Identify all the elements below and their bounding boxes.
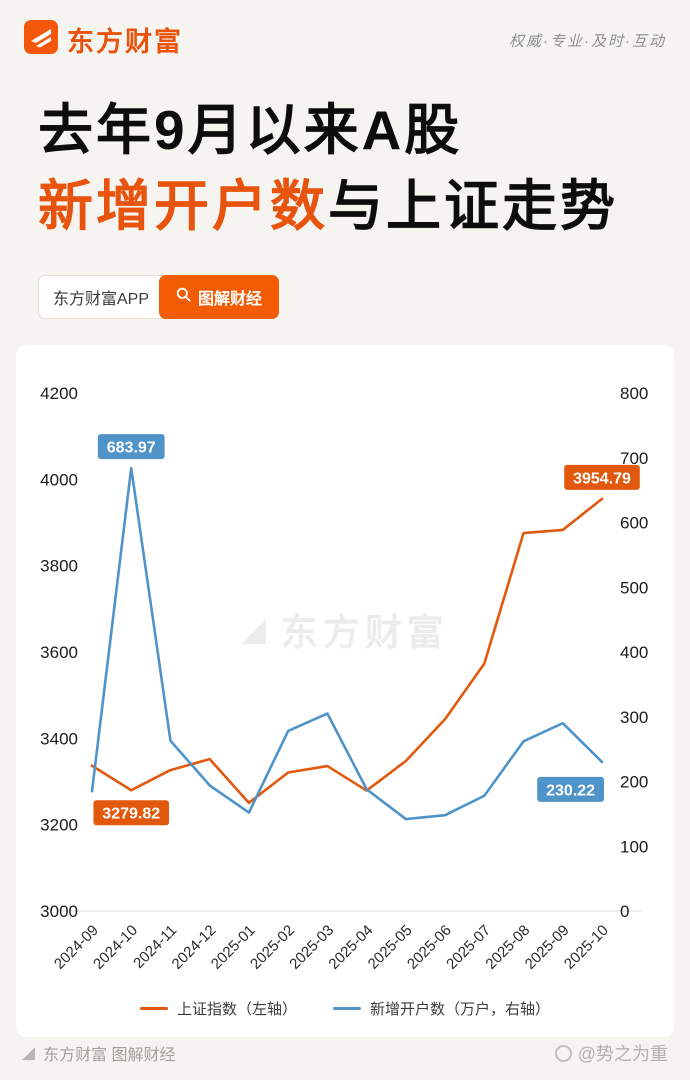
right-axis-tick: 400 <box>620 643 648 662</box>
app-badge[interactable]: 东方财富APP <box>38 274 165 319</box>
legend-swatch <box>139 1006 168 1010</box>
left-axis-tick: 3400 <box>40 729 78 748</box>
series-line-1 <box>90 466 604 821</box>
footer: ◢ 东方财富 图解财经 @势之为重 <box>0 1040 690 1066</box>
annotation-label: 683.97 <box>107 439 156 456</box>
page-title: 去年9月以来A股 新增开户数与上证走势 <box>0 59 690 245</box>
search-icon <box>176 287 191 307</box>
footer-left-text: 东方财富 图解财经 <box>43 1047 176 1064</box>
legend-item: 上证指数（左轴） <box>139 998 297 1019</box>
legend-label: 上证指数（左轴） <box>176 1000 297 1018</box>
title-line2-rest: 与上证走势 <box>328 174 619 237</box>
annotation-box <box>97 433 165 459</box>
x-axis-label: 2025-10 <box>561 922 612 973</box>
legend-swatch <box>333 1006 361 1010</box>
column-badge[interactable]: 图解财经 <box>159 274 280 319</box>
author-watermark: @势之为重 <box>554 1040 668 1066</box>
annotation-box <box>537 776 604 802</box>
column-badge-label: 图解财经 <box>198 290 263 308</box>
eastmoney-logo-icon <box>24 20 58 59</box>
brand-name: 东方财富 <box>67 27 183 57</box>
annotation-label: 230.22 <box>546 782 595 799</box>
author-logo-icon <box>554 1044 572 1062</box>
brand: 东方财富 <box>24 20 183 59</box>
right-axis-tick: 500 <box>620 578 648 597</box>
annotation-label: 3954.79 <box>573 470 631 487</box>
left-axis-tick: 3200 <box>40 815 78 834</box>
chart-card: 3000 3200 3400 3600 3800 4000 4200 0 100 200 300 40… <box>16 344 674 1037</box>
title-line2-highlight: 新增开户数 <box>38 174 329 237</box>
slogan: 权威·专业·及时·互动 <box>509 33 666 50</box>
annotation-label: 3279.82 <box>102 805 160 822</box>
right-axis-tick: 0 <box>620 902 629 921</box>
chart-legend: 上证指数（左轴） 新增开户数（万户，右轴） <box>20 998 670 1019</box>
left-axis-tick: 3000 <box>40 902 78 921</box>
annotation-box <box>564 464 640 490</box>
footer-brand: ◢ 东方财富 图解财经 <box>22 1041 176 1065</box>
right-axis-tick: 800 <box>620 384 648 403</box>
left-axis-tick: 3800 <box>40 556 78 575</box>
header: 东方财富 权威·专业·及时·互动 <box>0 0 690 59</box>
left-axis-tick: 3600 <box>40 643 78 662</box>
title-line1: 去年9月以来A股 <box>38 99 463 161</box>
legend-item: 新增开户数（万户，右轴） <box>333 998 550 1019</box>
dual-axis-line-chart: 3000 3200 3400 3600 3800 4000 4200 0 100 200 300 40… <box>40 384 648 973</box>
right-axis-tick: 600 <box>620 513 648 532</box>
left-axis-tick: 4000 <box>40 470 78 489</box>
series-line-0 <box>90 497 604 804</box>
badge-bar: 东方财富APP 图解财经 <box>0 245 690 319</box>
right-axis-tick: 100 <box>620 837 648 856</box>
annotation-box <box>93 799 170 825</box>
left-axis-tick: 4200 <box>40 384 78 403</box>
author-handle: @势之为重 <box>577 1044 668 1064</box>
x-axis-label: 2024-10 <box>90 922 141 973</box>
right-axis-tick: 200 <box>620 772 648 791</box>
right-axis-tick: 300 <box>620 708 648 727</box>
legend-label: 新增开户数（万户，右轴） <box>370 1000 551 1018</box>
right-axis-tick: 700 <box>620 449 648 468</box>
footer-logo-icon: ◢ <box>22 1043 36 1062</box>
